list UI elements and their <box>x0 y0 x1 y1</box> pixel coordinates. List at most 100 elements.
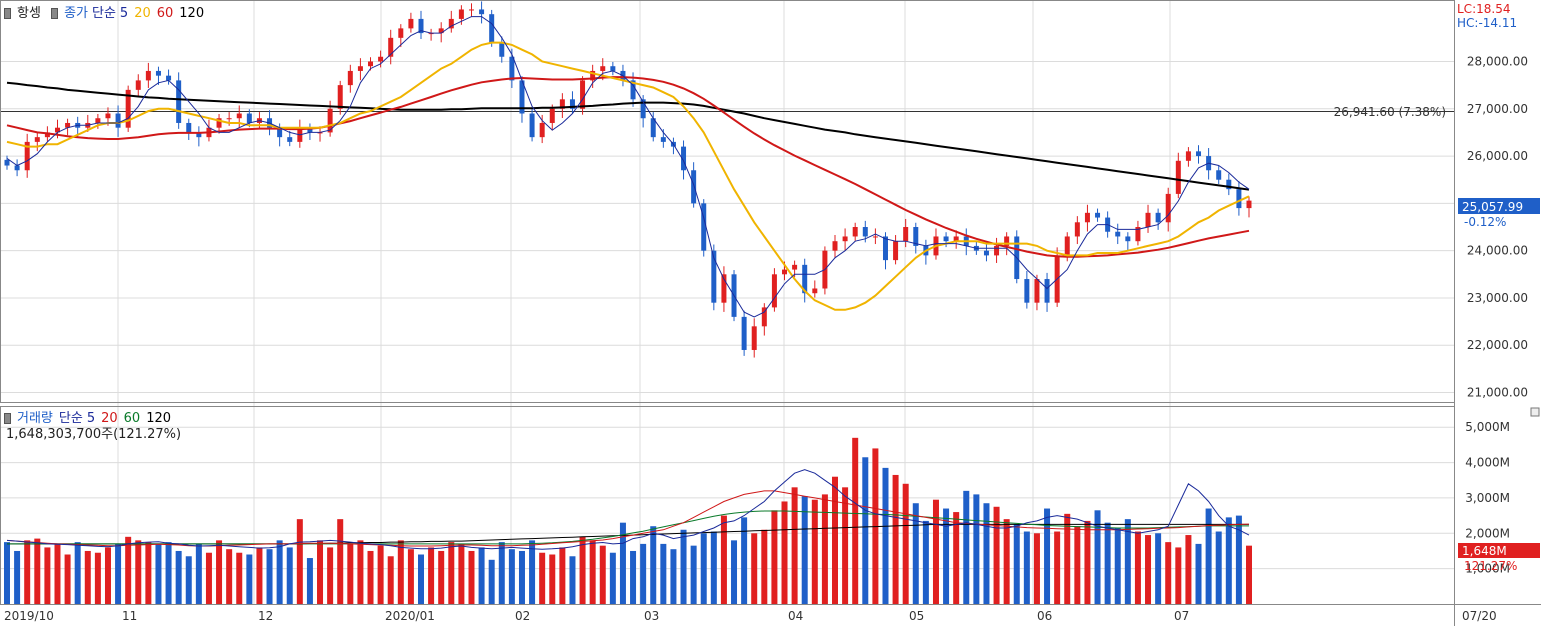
candle-body <box>378 56 384 62</box>
candle-body <box>1084 212 1090 223</box>
volume-ma60-line <box>7 510 1249 545</box>
volume-bar <box>1225 517 1232 604</box>
price-tick-label: 28,000.00 <box>1467 54 1528 68</box>
volume-bar <box>1023 531 1030 604</box>
candle-body <box>1165 193 1171 223</box>
date-tick-label: 06 <box>1037 609 1052 623</box>
candle-body <box>95 118 101 123</box>
date-tick-label: 12 <box>258 609 273 623</box>
corner-lc: LC:18.54 <box>1457 2 1510 16</box>
candle-body <box>1064 236 1070 256</box>
volume-bar <box>216 540 223 604</box>
candle-body <box>1024 279 1030 303</box>
volume-bar <box>34 538 41 604</box>
volume-bar <box>195 543 202 604</box>
candle-body <box>287 137 293 142</box>
candle-body <box>1004 236 1010 246</box>
volume-bar <box>104 547 111 604</box>
candle-body <box>782 269 788 275</box>
volume-bar <box>296 519 303 604</box>
candle-body <box>539 122 545 138</box>
candle-body <box>600 66 606 71</box>
volume-bar <box>569 556 576 604</box>
candle-body <box>368 61 374 67</box>
candle-body <box>458 9 464 19</box>
volume-bar <box>761 529 768 604</box>
candle-body <box>1185 151 1191 161</box>
volume-last-value: 1,648,303,700주(121.27%) <box>6 427 182 442</box>
date-tick-label: 03 <box>644 609 659 623</box>
volume-bar <box>4 542 10 604</box>
candle-body <box>953 236 959 242</box>
volume-bar <box>64 554 71 604</box>
volume-bar <box>922 520 929 604</box>
collapse-icon[interactable] <box>1530 407 1540 417</box>
volume-bar <box>226 549 233 604</box>
volume-bar <box>912 503 919 604</box>
price-legend: 항셍 종가 단순 5 20 60 120 <box>4 2 210 21</box>
price-tick-label: 24,000.00 <box>1467 244 1528 258</box>
volume-bar <box>1084 520 1091 604</box>
candle-body <box>913 227 919 246</box>
candle-body <box>681 146 687 171</box>
candle-body <box>882 236 888 261</box>
candle-body <box>761 307 767 327</box>
candle-body <box>1155 212 1161 223</box>
volume-bar <box>1145 535 1152 604</box>
candle-body <box>216 118 222 128</box>
legend-ma120: 120 <box>179 6 205 21</box>
volume-bar <box>943 508 950 604</box>
volume-bar <box>125 536 132 604</box>
candle-body <box>54 127 60 133</box>
volume-bar <box>115 543 122 604</box>
candle-body <box>155 70 161 76</box>
volume-bar <box>448 542 455 604</box>
volume-bar <box>932 499 939 604</box>
candle-body <box>1044 279 1050 303</box>
volume-bar <box>1114 527 1121 604</box>
candle-body <box>842 236 848 242</box>
volume-bar <box>660 543 667 604</box>
price-tick-label: 21,000.00 <box>1467 386 1528 400</box>
candle-body <box>610 66 616 71</box>
volume-bar <box>882 467 889 604</box>
candle-body <box>1095 212 1101 218</box>
candle-body <box>317 132 323 134</box>
volume-bar <box>1033 533 1040 604</box>
volume-bar <box>852 437 859 604</box>
price-tag-bg <box>1458 198 1540 214</box>
volume-bar <box>640 543 647 604</box>
volume-bar <box>1003 519 1010 604</box>
volume-bar <box>680 529 687 604</box>
volume-bar <box>599 545 606 604</box>
candle-body <box>226 118 232 120</box>
candle-body <box>277 127 283 138</box>
volume-bar <box>842 487 849 604</box>
volume-bar <box>973 494 980 604</box>
candle-body <box>751 326 757 350</box>
candle-body <box>852 227 858 237</box>
candle-body <box>792 264 798 270</box>
candle-body <box>398 28 404 38</box>
corner-hc: HC:-14.11 <box>1457 16 1517 30</box>
price-ma5-line <box>6 16 1250 318</box>
volume-bar <box>1215 531 1222 604</box>
volume-bar <box>84 550 91 604</box>
candle-body <box>337 85 343 109</box>
volume-bar <box>387 556 394 604</box>
volume-bar <box>185 556 192 604</box>
volume-bar <box>953 512 960 604</box>
price-tick-label: 27,000.00 <box>1467 102 1528 116</box>
candle-body <box>872 236 878 238</box>
volume-bar <box>862 457 869 604</box>
volume-bar <box>24 540 31 604</box>
volume-panel <box>4 437 1252 604</box>
volume-bar <box>397 540 404 604</box>
legend-box-icon <box>4 413 11 424</box>
legend-price-name: 항셍 <box>17 6 41 21</box>
candle-body <box>44 132 50 138</box>
candle-body <box>1034 279 1040 303</box>
volume-bar <box>549 554 556 604</box>
volume-bar <box>609 552 616 604</box>
